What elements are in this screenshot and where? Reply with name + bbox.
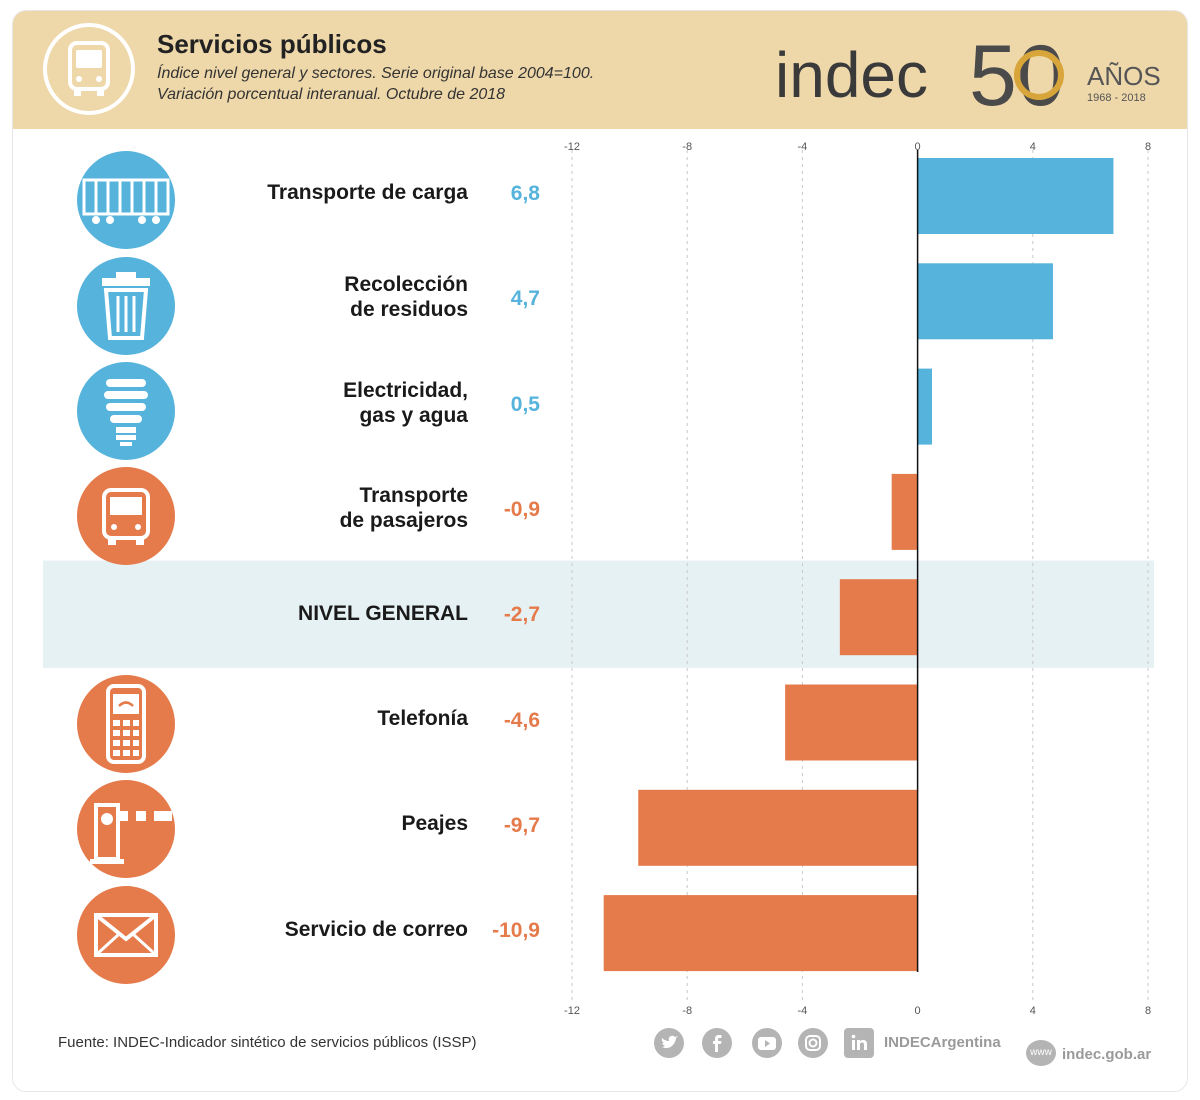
category-label-line: NIVEL GENERAL (298, 601, 468, 625)
bus-icon (76, 466, 176, 566)
mobile-phone-icon (76, 674, 176, 774)
tick-label-bottom: 4 (1030, 1005, 1036, 1017)
value-label: 6,8 (510, 182, 540, 205)
category-label-line: gas y agua (359, 403, 468, 427)
category-label: Peajes (128, 811, 468, 836)
brand-name: indec (775, 39, 928, 111)
bar (917, 158, 1114, 234)
category-label: NIVEL GENERAL (128, 601, 468, 626)
page-title: Servicios públicos (157, 29, 387, 59)
value-label: -10,9 (492, 919, 540, 943)
tick-label-bottom: 8 (1145, 1005, 1151, 1017)
social-handle[interactable]: INDECArgentina (884, 1034, 1001, 1051)
highlight-row (43, 560, 1154, 668)
tick-label-bottom: -8 (682, 1005, 692, 1017)
tick-label-top: -8 (682, 141, 692, 153)
category-label-line: Transporte (359, 483, 468, 507)
bar (785, 684, 918, 761)
header-band: Servicios públicos Índice nivel general … (13, 11, 1187, 129)
brand-range: 1968 - 2018 (1087, 92, 1146, 104)
indec-logo: indec 50 AÑOS 1968 - 2018 (775, 28, 1161, 119)
category-label: Transporte de carga (128, 180, 468, 205)
category-label-line: de pasajeros (339, 508, 468, 532)
category-label: Electricidad, gas y agua (128, 378, 468, 428)
tick-label-top: 0 (915, 141, 921, 153)
category-label-line: Peajes (401, 812, 468, 836)
bar (917, 368, 932, 445)
tick-label-top: 8 (1145, 141, 1151, 153)
category-label: Recolección de residuos (128, 272, 468, 322)
subtitle-line-1: Índice nivel general y sectores. Serie o… (157, 65, 595, 82)
tick-label-bottom: -4 (798, 1005, 808, 1017)
envelope-icon (76, 885, 176, 985)
twitter-icon[interactable] (654, 1028, 684, 1058)
tick-label-top: 4 (1030, 141, 1036, 153)
freight-wagon-icon (76, 150, 176, 250)
category-label-line: Transporte de carga (267, 180, 468, 204)
value-label: -4,6 (503, 708, 540, 732)
toll-barrier-icon (76, 779, 176, 879)
tick-label-top: -4 (798, 141, 808, 153)
bar (839, 579, 918, 656)
light-bulb-icon (76, 361, 176, 461)
youtube-icon[interactable] (752, 1028, 782, 1058)
tick-label-bottom: 0 (915, 1005, 921, 1017)
page-subtitle: Índice nivel general y sectores. Serie o… (157, 63, 594, 105)
value-label: -9,7 (503, 813, 540, 837)
category-label: Servicio de correo (128, 917, 468, 942)
category-label: Transporte de pasajeros (128, 483, 468, 533)
website-icon[interactable]: www (1026, 1040, 1056, 1066)
subtitle-line-2: Variación porcentual interanual. Octubre… (157, 86, 506, 103)
value-label: -0,9 (503, 497, 540, 521)
trash-bin-icon (76, 256, 176, 356)
bus-icon (43, 23, 135, 115)
bar (603, 895, 918, 972)
source-note: Fuente: INDEC-Indicador sintético de ser… (58, 1034, 477, 1051)
value-label: 0,5 (510, 392, 540, 416)
category-label-line: Servicio de correo (284, 917, 468, 941)
tick-label-top: -12 (564, 141, 580, 153)
instagram-icon[interactable] (798, 1028, 828, 1058)
category-label-line: de residuos (350, 298, 468, 322)
facebook-icon[interactable] (702, 1028, 732, 1058)
brand-years: AÑOS (1087, 61, 1161, 91)
category-label-line: Telefonía (377, 707, 468, 730)
bar (638, 789, 918, 866)
tick-label-bottom: -12 (564, 1005, 580, 1017)
bar (917, 263, 1053, 340)
category-label: Telefonía (128, 706, 468, 731)
bar (891, 473, 918, 550)
category-label-line: Electricidad, (343, 378, 468, 402)
linkedin-icon[interactable] (844, 1028, 874, 1058)
value-label: -2,7 (503, 603, 540, 627)
website-link[interactable]: indec.gob.ar (1062, 1046, 1152, 1063)
category-label-line: Recolección (344, 273, 468, 297)
value-label: 4,7 (510, 287, 540, 311)
